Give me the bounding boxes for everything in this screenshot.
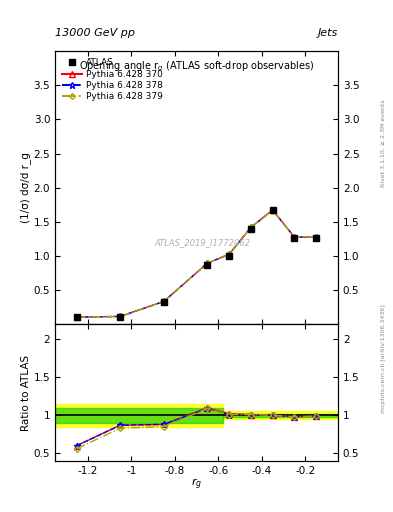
Y-axis label: Ratio to ATLAS: Ratio to ATLAS — [21, 354, 31, 431]
Legend: ATLAS, Pythia 6.428 370, Pythia 6.428 378, Pythia 6.428 379: ATLAS, Pythia 6.428 370, Pythia 6.428 37… — [59, 56, 165, 104]
Text: mcplots.cern.ch [arXiv:1306.3436]: mcplots.cern.ch [arXiv:1306.3436] — [381, 304, 386, 413]
Text: 13000 GeV pp: 13000 GeV pp — [55, 28, 135, 38]
Text: ATLAS_2019_I1772062: ATLAS_2019_I1772062 — [154, 238, 250, 247]
Text: Opening angle r$_g$ (ATLAS soft-drop observables): Opening angle r$_g$ (ATLAS soft-drop obs… — [79, 59, 314, 74]
X-axis label: r$_g$: r$_g$ — [191, 477, 202, 493]
Text: Rivet 3.1.10, ≥ 2.3M events: Rivet 3.1.10, ≥ 2.3M events — [381, 99, 386, 187]
Y-axis label: (1/σ) dσ/d r_g: (1/σ) dσ/d r_g — [20, 152, 31, 223]
Text: Jets: Jets — [318, 28, 338, 38]
